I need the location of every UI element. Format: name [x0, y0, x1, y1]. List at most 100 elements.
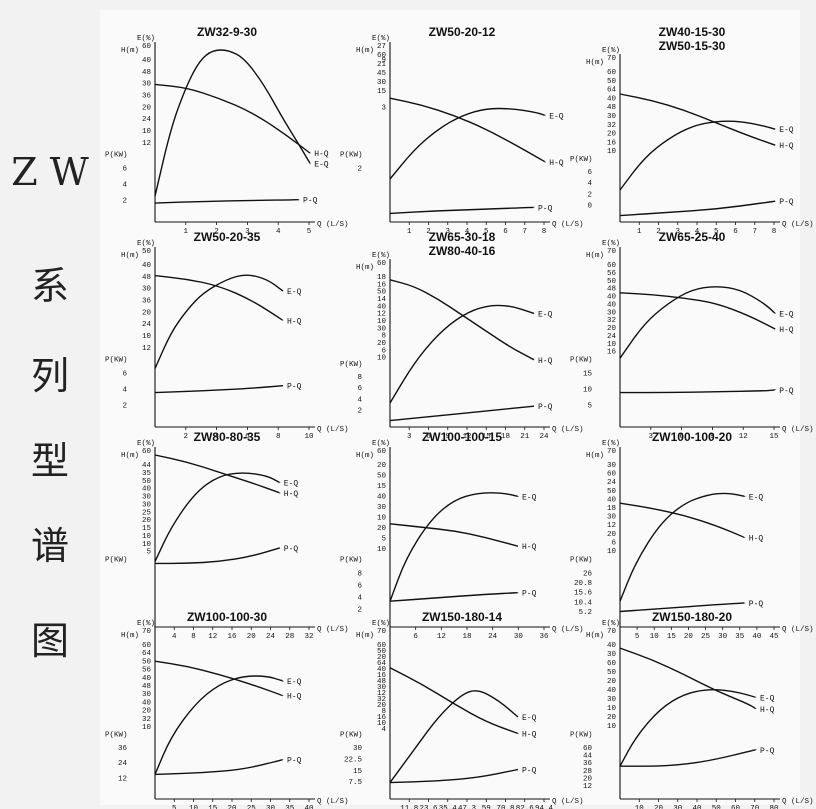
x-tick-label: 20	[247, 633, 257, 641]
p-tick-label: 36	[583, 760, 593, 768]
p-tick-label: 15	[353, 768, 363, 776]
curve-e-q	[154, 274, 284, 369]
curve-p-q	[389, 206, 535, 215]
x-axis-label: Q (L/S)	[317, 798, 349, 806]
x-tick-label: 16	[227, 633, 237, 641]
e-tick-label: 60	[142, 43, 152, 51]
h-tick-label: 32	[607, 317, 616, 325]
curve-p-q	[619, 200, 776, 217]
x-tick-label: 12	[208, 633, 217, 641]
chart-title: ZW150-180-20	[652, 610, 732, 624]
p-tick-label: 6	[122, 370, 127, 378]
sidebar-title-zw: Z W	[11, 150, 89, 194]
x-axis-label: Q (L/S)	[317, 221, 349, 229]
curve-label-p-q: P-Q	[749, 600, 764, 609]
x-tick-label: 8	[542, 228, 547, 236]
x-tick-label: 3	[245, 228, 250, 236]
x-tick-label: 12	[462, 433, 471, 441]
h-tick-label: 10	[142, 541, 152, 549]
h-tick-label: 48	[142, 683, 151, 691]
curve-label-p-q: P-Q	[760, 747, 775, 756]
curve-h-q	[154, 274, 284, 322]
curve-label-p-q: P-Q	[287, 383, 302, 392]
curve-e-q	[154, 49, 311, 197]
x-tick-label: 12	[739, 433, 748, 441]
h-tick-label: 60	[607, 660, 617, 668]
x-tick-label: 3	[675, 228, 680, 236]
h-tick-label: 3	[381, 104, 386, 112]
curve-p-q	[389, 405, 535, 422]
curve-p-q	[154, 385, 284, 394]
x-tick-label: 11.8	[400, 805, 418, 809]
h-tick-label: 10	[607, 705, 617, 713]
x-tick-label: 8	[772, 228, 777, 236]
h-tick-label: 20	[607, 325, 617, 333]
e-tick-label: 60	[377, 448, 387, 456]
h-tick-label: 20	[142, 309, 152, 317]
h-tick-label: 32	[377, 696, 386, 704]
p-axis-label: P(KW)	[105, 357, 128, 365]
curve-label-p-q: P-Q	[538, 403, 553, 412]
e-tick-label: 70	[607, 55, 617, 63]
p-tick-label: 4	[357, 594, 362, 602]
x-tick-label: 15	[667, 633, 677, 641]
e-axis-label: E(%)	[602, 240, 620, 248]
curve-label-h-q: H-Q	[779, 326, 794, 335]
h-axis-label: H(m)	[586, 252, 604, 260]
curve-label-e-q: E-Q	[760, 694, 775, 703]
p-axis-label: P(KW)	[570, 732, 593, 740]
x-tick-label: 35	[285, 805, 295, 809]
p-tick-label: 4	[587, 180, 592, 188]
e-tick-label: 70	[607, 448, 617, 456]
h-axis-label: H(m)	[586, 632, 604, 640]
x-tick-label: 10	[635, 805, 645, 809]
p-tick-label: 15	[583, 370, 593, 378]
x-tick-label: 24	[488, 633, 498, 641]
h-axis-label: H(m)	[121, 47, 139, 55]
h-tick-label: 48	[142, 69, 151, 77]
h-tick-label: 35	[142, 470, 152, 478]
h-tick-label: 40	[377, 666, 387, 674]
curve-e-q	[389, 304, 535, 404]
h-tick-label: 60	[607, 69, 617, 77]
curve-label-h-q: H-Q	[779, 142, 794, 151]
chart-title: ZW32-9-30	[197, 25, 257, 39]
curve-p-q	[619, 749, 757, 767]
p-axis-label: P(KW)	[105, 152, 128, 160]
x-axis-label: Q (L/S)	[782, 798, 814, 806]
h-tick-label: 10	[142, 128, 152, 136]
h-tick-label: 30	[607, 309, 617, 317]
x-tick-label: 20	[654, 805, 664, 809]
h-tick-label: 8	[381, 708, 386, 716]
sidebar-char-pu: 谱	[30, 524, 69, 568]
x-tick-label: 6	[503, 228, 508, 236]
h-tick-label: 10	[607, 148, 617, 156]
curve-e-q	[619, 120, 776, 191]
x-tick-label: 2	[656, 228, 661, 236]
p-tick-label: 15.6	[574, 590, 593, 598]
h-tick-label: 30	[142, 81, 152, 89]
h-tick-label: 40	[607, 294, 617, 302]
h-tick-label: 40	[142, 675, 152, 683]
h-tick-label: 48	[377, 678, 386, 686]
curve-h-q	[619, 292, 776, 330]
h-tick-label: 20	[142, 708, 152, 716]
x-tick-label: 70	[750, 805, 760, 809]
e-axis-label: E(%)	[602, 47, 620, 55]
h-tick-label: 16	[607, 349, 617, 357]
curve-label-h-q: H-Q	[522, 543, 537, 552]
x-tick-label: 24	[539, 433, 549, 441]
x-axis-label: Q (L/S)	[552, 626, 584, 634]
p-tick-label: 5.2	[578, 609, 592, 617]
h-axis-label: H(m)	[121, 252, 139, 260]
curve-label-e-q: E-Q	[749, 493, 764, 502]
x-tick-label: 4	[214, 433, 219, 441]
e-tick-label: 45	[377, 70, 387, 78]
h-tick-label: 24	[142, 116, 152, 124]
h-tick-label: 56	[142, 667, 152, 675]
x-tick-label: 30	[673, 805, 683, 809]
h-tick-label: 16	[377, 714, 387, 722]
curve-label-p-q: P-Q	[522, 590, 537, 599]
curve-p-q	[155, 547, 281, 565]
e-axis-label: E(%)	[137, 440, 155, 448]
